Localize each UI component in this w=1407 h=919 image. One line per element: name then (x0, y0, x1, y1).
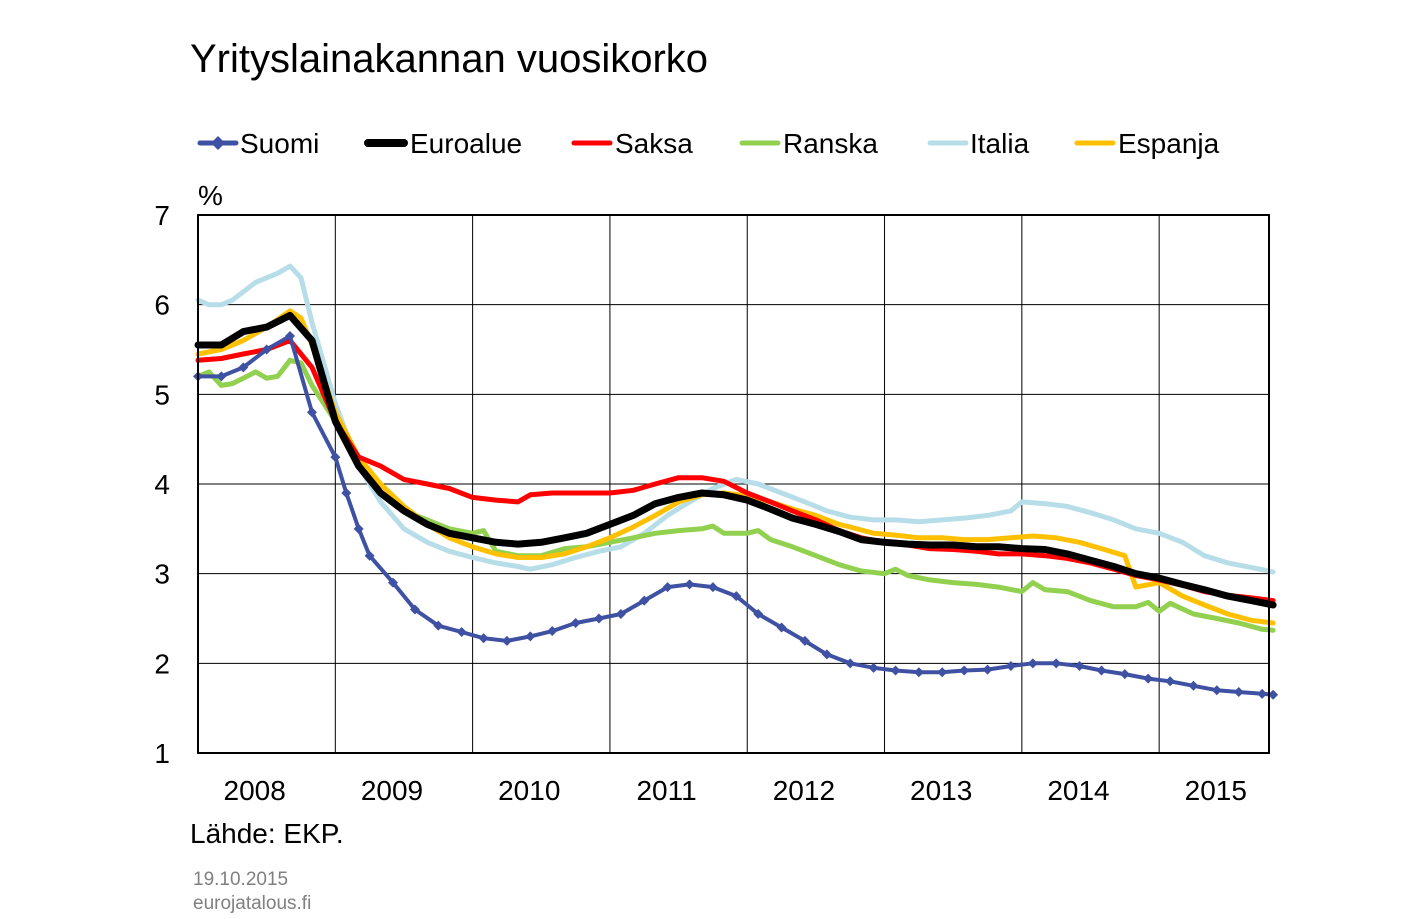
footer-site: eurojatalous.fi (193, 893, 311, 914)
data-point (501, 635, 512, 646)
data-point (364, 550, 375, 561)
data-point (1257, 688, 1268, 699)
data-point (662, 582, 673, 593)
x-tick-label: 2009 (361, 775, 423, 806)
data-point (1096, 665, 1107, 676)
footer-date: 19.10.2015 (193, 869, 288, 890)
data-point (1188, 680, 1199, 691)
y-tick-label: 2 (154, 648, 170, 679)
x-tick-label: 2012 (773, 775, 835, 806)
data-point (353, 523, 364, 534)
data-point (1027, 658, 1038, 669)
source-note: Lähde: EKP. (190, 818, 344, 849)
data-point (409, 604, 420, 615)
x-tick-label: 2013 (910, 775, 972, 806)
data-point (639, 595, 650, 606)
data-point (845, 658, 856, 669)
data-point (547, 626, 558, 637)
y-axis-unit: % (198, 180, 223, 211)
data-point (615, 609, 626, 620)
data-point (570, 617, 581, 628)
legend-item-italia: Italia (927, 128, 1030, 159)
data-point (684, 579, 695, 590)
series-line-euroalue (194, 311, 1277, 609)
data-point (731, 591, 742, 602)
data-point (1268, 689, 1279, 700)
y-tick-label: 7 (154, 200, 170, 231)
legend-item-suomi: Suomi (197, 128, 319, 159)
data-point (306, 407, 317, 418)
data-point (1143, 673, 1154, 684)
data-point (1165, 676, 1176, 687)
series-ranska (195, 357, 1276, 633)
data-point (284, 331, 295, 342)
data-point (1005, 661, 1016, 672)
data-point (1211, 685, 1222, 696)
data-point (776, 622, 787, 633)
series-suomi (193, 331, 1279, 700)
data-point (1074, 661, 1085, 672)
x-tick-label: 2008 (224, 775, 286, 806)
data-point (959, 665, 970, 676)
plot-frame (197, 214, 1270, 754)
data-point (330, 452, 341, 463)
data-point (1051, 658, 1062, 669)
data-point (456, 626, 467, 637)
legend-item-ranska: Ranska (739, 128, 878, 159)
series-layer (193, 263, 1279, 700)
data-point (821, 649, 832, 660)
data-point (913, 667, 924, 678)
x-tick-label: 2014 (1047, 775, 1109, 806)
x-axis-ticks: 2008 2009 2010 2011 2012 2013 2014 2015 (224, 775, 1247, 806)
legend-label: Ranska (783, 128, 878, 159)
y-tick-label: 1 (154, 738, 170, 769)
legend-item-euroalue: Euroalue (364, 128, 522, 159)
data-point (216, 371, 227, 382)
legend-label: Italia (970, 128, 1030, 159)
x-tick-label: 2011 (636, 775, 696, 806)
legend-marker (211, 136, 225, 150)
data-point (1233, 687, 1244, 698)
data-point (890, 665, 901, 676)
legend-item-saksa: Saksa (571, 128, 693, 159)
data-point (525, 631, 536, 642)
data-point (593, 613, 604, 624)
data-point (937, 667, 948, 678)
legend-label: Saksa (615, 128, 693, 159)
data-point (707, 582, 718, 593)
legend-label: Euroalue (410, 128, 522, 159)
data-point (1119, 669, 1130, 680)
data-point (238, 362, 249, 373)
x-tick-label: 2010 (498, 775, 560, 806)
data-point (478, 633, 489, 644)
x-tick-label: 2015 (1185, 775, 1247, 806)
data-point (799, 635, 810, 646)
data-point (433, 620, 444, 631)
y-tick-label: 6 (154, 290, 170, 321)
y-tick-label: 5 (154, 379, 170, 410)
data-point (387, 577, 398, 588)
y-tick-label: 3 (154, 559, 170, 590)
legend: Suomi Euroalue Saksa Ranska Italia Espanja (197, 128, 1220, 159)
legend-item-espanja: Espanja (1074, 128, 1220, 159)
data-point (341, 487, 352, 498)
y-axis-ticks: 1 2 3 4 5 6 7 (154, 200, 170, 769)
data-point (753, 609, 764, 620)
chart-title: Yrityslainakannan vuosikorko (190, 37, 708, 81)
data-point (868, 662, 879, 673)
data-point (261, 344, 272, 355)
series-euroalue (194, 311, 1277, 609)
data-point (982, 664, 993, 675)
y-tick-label: 4 (154, 469, 170, 500)
legend-label: Suomi (240, 128, 319, 159)
legend-label: Espanja (1118, 128, 1220, 159)
series-line-ranska (195, 357, 1276, 633)
